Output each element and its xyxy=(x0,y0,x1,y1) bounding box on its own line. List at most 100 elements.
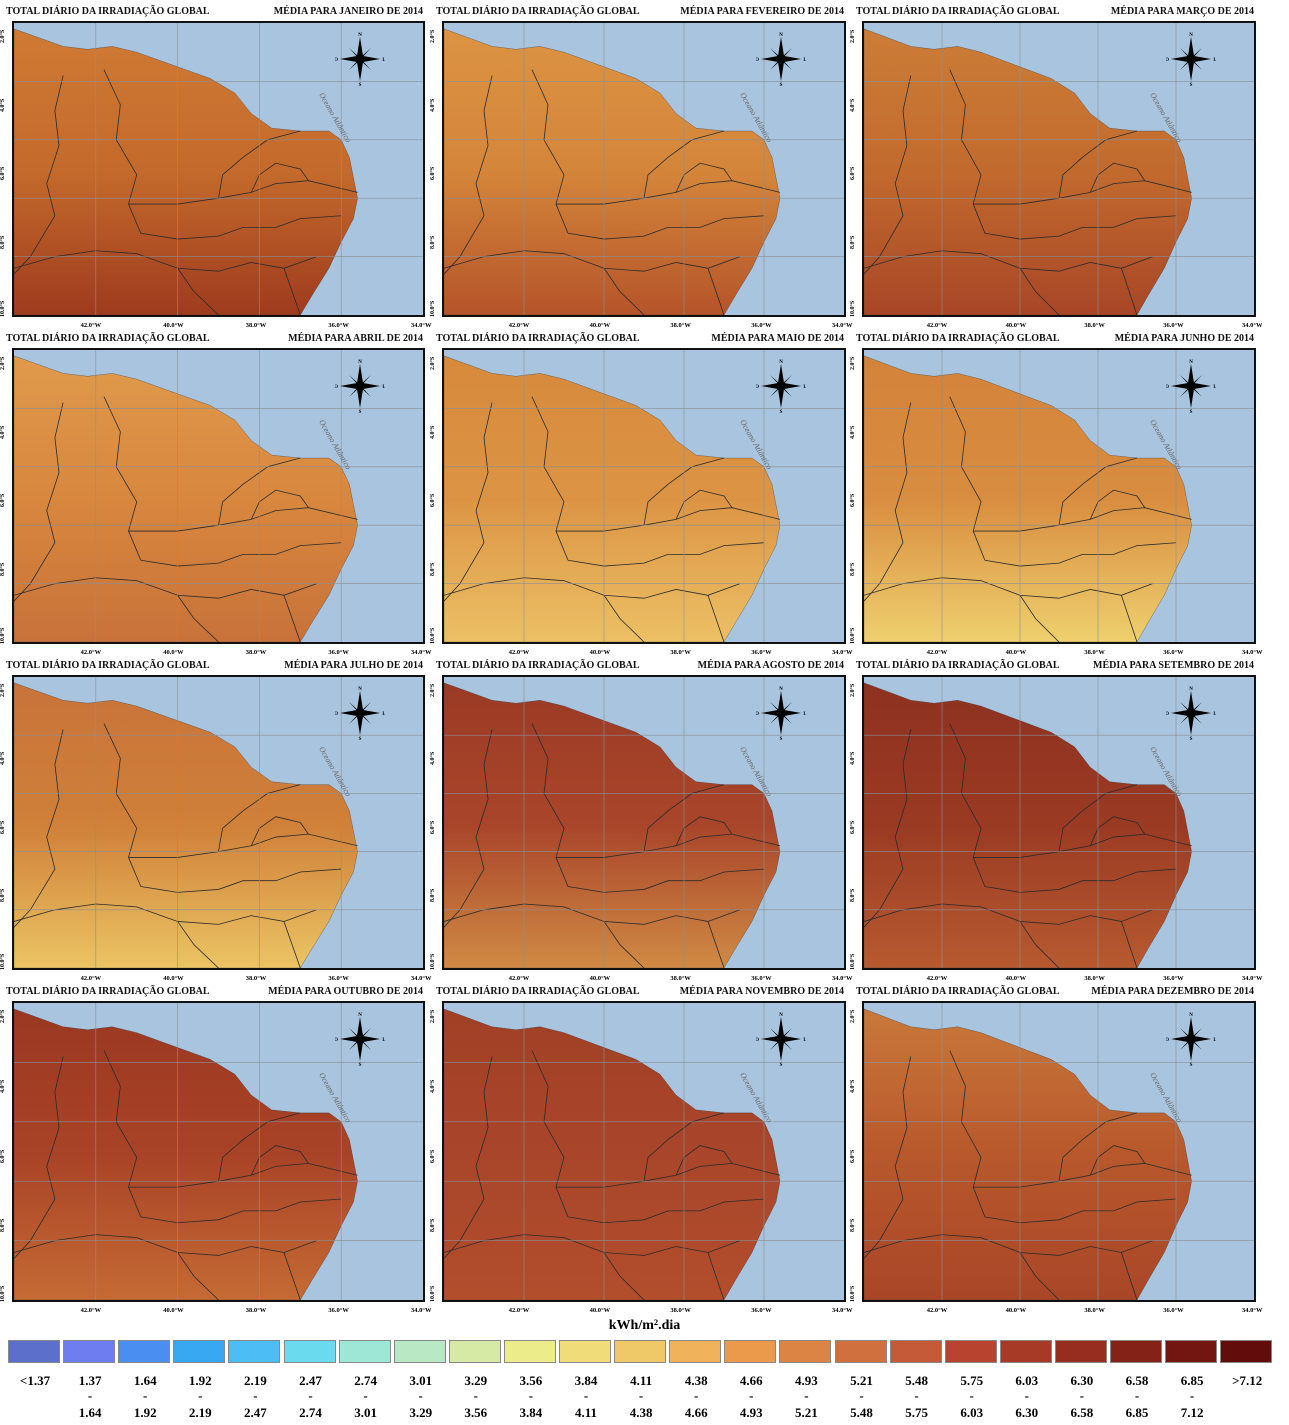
compass-label: N xyxy=(1189,33,1193,38)
irradiation-map xyxy=(864,350,1254,642)
legend-item: 1.92- 2.19 xyxy=(173,1340,227,1420)
state-border xyxy=(532,70,568,234)
longitude-label: 38.0°W xyxy=(1084,975,1105,982)
state-border xyxy=(178,268,219,315)
legend-item: 3.01- 3.29 xyxy=(393,1340,448,1420)
latitude-label: 8.0°S xyxy=(430,562,436,576)
legend-dash-label: - xyxy=(749,1388,754,1403)
legend-swatch xyxy=(503,1340,556,1363)
longitude-label: 36.0°W xyxy=(751,649,772,656)
latitude-label: 10.0°S xyxy=(430,300,436,317)
longitude-label: 38.0°W xyxy=(670,322,691,329)
state-border xyxy=(219,131,301,198)
latitude-label: 4.0°S xyxy=(0,98,6,112)
monthly-map-panel: TOTAL DIÁRIO DA IRRADIAÇÃO GLOBAL MÉDIA P… xyxy=(430,984,853,1316)
latitude-label: 10.0°S xyxy=(850,300,856,317)
panel-title: TOTAL DIÁRIO DA IRRADIAÇÃO GLOBAL xyxy=(856,660,1060,671)
state-border xyxy=(251,817,308,846)
legend-item: 6.03- 6.30 xyxy=(999,1340,1054,1420)
latitude-label: 4.0°S xyxy=(850,752,856,766)
month-title: MÉDIA PARA JUNHO DE 2014 xyxy=(1114,333,1254,344)
legend-high-label: 2.47 xyxy=(244,1405,267,1420)
legend-high-label: 4.93 xyxy=(739,1405,763,1420)
month-title: MÉDIA PARA ABRIL DE 2014 xyxy=(288,333,423,344)
month-title: MÉDIA PARA MAIO DE 2014 xyxy=(711,333,844,344)
longitude-label: 34.0°W xyxy=(832,1307,853,1314)
legend-swatch xyxy=(118,1340,171,1363)
state-border xyxy=(644,458,724,525)
compass-label: N xyxy=(779,1013,783,1018)
longitude-label: 36.0°W xyxy=(328,322,349,329)
longitude-label: 42.0°W xyxy=(926,1307,948,1314)
land-area xyxy=(864,356,1192,642)
state-border xyxy=(1090,163,1145,192)
land-area xyxy=(14,1009,358,1300)
legend-high-label: 2.74 xyxy=(299,1405,322,1420)
state-border xyxy=(604,595,644,642)
state-border xyxy=(284,268,300,315)
longitude-label: 42.0°W xyxy=(508,1307,530,1314)
legend-dash-label: - xyxy=(914,1388,919,1403)
legend-dash-label: - xyxy=(308,1388,313,1403)
latitude-label: 10.0°S xyxy=(430,953,436,970)
longitude-label: 42.0°W xyxy=(926,322,948,329)
state-border xyxy=(532,1051,568,1217)
legend-high-label: 3.29 xyxy=(409,1405,433,1420)
state-border xyxy=(178,595,219,642)
latitude-label: 2.0°S xyxy=(0,683,6,697)
legend-high-label: 4.11 xyxy=(574,1405,598,1420)
legend-item: 4.11- 4.38 xyxy=(614,1340,668,1420)
latitude-label: 10.0°S xyxy=(0,300,6,317)
legend-dash-label: - xyxy=(1024,1388,1029,1403)
land-area xyxy=(444,683,780,968)
latitude-label: 4.0°S xyxy=(850,425,856,439)
state-border xyxy=(644,1113,724,1181)
panel-title: TOTAL DIÁRIO DA IRRADIAÇÃO GLOBAL xyxy=(856,986,1060,997)
state-border xyxy=(104,724,141,887)
legend-high-label: 5.48 xyxy=(850,1405,873,1420)
compass-label: S xyxy=(359,83,362,87)
map-frame: NSOLOceano Atlântico xyxy=(442,21,846,317)
latitude-label: 8.0°S xyxy=(0,562,6,576)
legend-item: 4.66- 4.93 xyxy=(724,1340,778,1420)
legend-low-label: 3.29 xyxy=(464,1373,488,1388)
legend-low-label: <1.37 xyxy=(19,1373,51,1388)
legend-high-label: 4.66 xyxy=(684,1405,708,1420)
latitude-label: 6.0°S xyxy=(850,493,856,507)
compass-rose-icon: N S O L xyxy=(335,1011,385,1067)
latitude-label: 8.0°S xyxy=(850,235,856,249)
state-border xyxy=(950,397,985,561)
latitude-label: 4.0°S xyxy=(0,1079,6,1093)
state-border xyxy=(644,131,724,198)
legend-item: <1.37 xyxy=(8,1340,62,1388)
irradiation-map xyxy=(444,23,844,315)
latitude-label: 10.0°S xyxy=(430,627,436,644)
latitude-label: 2.0°S xyxy=(0,1009,6,1023)
irradiation-map xyxy=(444,350,844,642)
latitude-label: 2.0°S xyxy=(430,29,436,43)
legend-dash-label: - xyxy=(1134,1388,1140,1403)
latitude-label: 4.0°S xyxy=(430,425,436,439)
compass-label: L xyxy=(382,58,385,63)
panel-title: TOTAL DIÁRIO DA IRRADIAÇÃO GLOBAL xyxy=(6,333,210,344)
legend-dash-label: - xyxy=(694,1388,699,1403)
latitude-label: 2.0°S xyxy=(850,356,856,370)
legend-swatch xyxy=(63,1340,116,1363)
legend-high-label: 6.30 xyxy=(1015,1405,1039,1420)
latitude-label: 2.0°S xyxy=(430,683,436,697)
latitude-label: 6.0°S xyxy=(430,1149,436,1163)
longitude-label: 40.0°W xyxy=(589,322,611,329)
longitude-label: 40.0°W xyxy=(1005,649,1027,656)
longitude-label: 42.0°W xyxy=(80,322,102,329)
compass-label: N xyxy=(358,1013,362,1018)
legend-swatch xyxy=(338,1340,391,1363)
compass-label: S xyxy=(1190,737,1193,741)
legend-dash-label: - xyxy=(363,1388,368,1403)
legend-high-label: 1.92 xyxy=(133,1405,157,1420)
legend-dash-label: - xyxy=(198,1388,203,1403)
irradiation-map xyxy=(864,23,1254,315)
map-frame: NSOLOceano Atlântico xyxy=(862,348,1256,644)
compass-rose-icon: N S O L xyxy=(756,31,806,87)
irradiation-map xyxy=(14,1003,423,1300)
compass-label: L xyxy=(1213,712,1216,717)
